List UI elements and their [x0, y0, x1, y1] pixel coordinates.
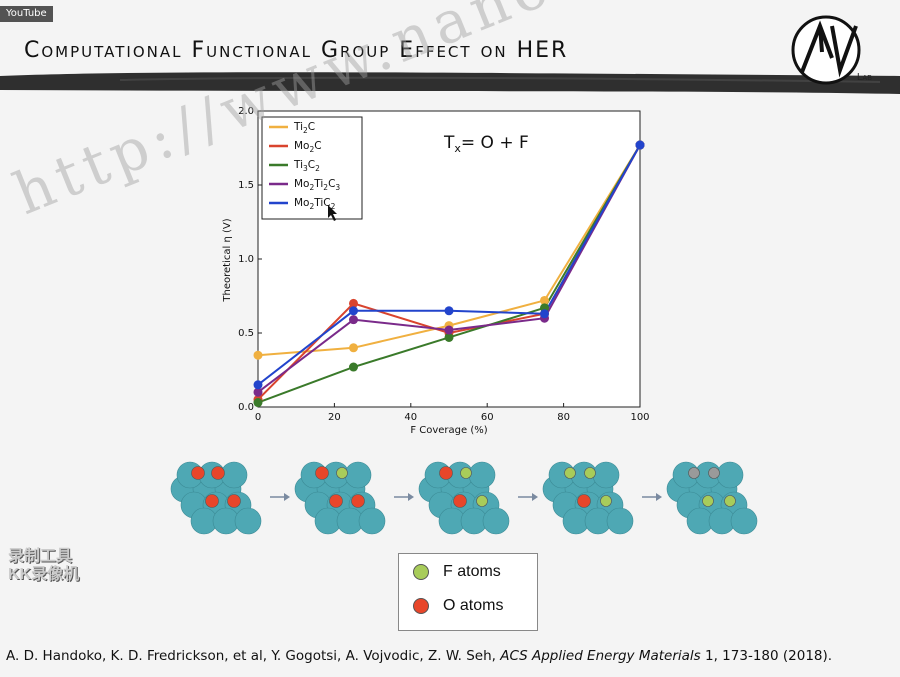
arrow-head-icon [408, 493, 414, 501]
av-lab-logo [791, 15, 861, 85]
atom-legend-label-f: F atoms [443, 563, 501, 580]
x-tick-label: 40 [404, 412, 417, 423]
adsorbate-atom [351, 494, 365, 508]
x-tick-label: 20 [328, 412, 341, 423]
surface-atom [592, 461, 620, 489]
adsorbate-atom [191, 466, 205, 480]
adsorbate-atom [329, 494, 343, 508]
adsorbate-atom [564, 467, 576, 479]
brush-stroke-divider [0, 72, 900, 94]
data-point-mo2tic2 [635, 140, 645, 150]
mouse-cursor-icon [328, 205, 337, 221]
x-tick-label: 0 [255, 412, 261, 423]
atom-legend-label-o: O atoms [443, 597, 504, 614]
y-tick-label: 0.5 [238, 328, 254, 339]
adsorbate-atom [211, 466, 225, 480]
surface-model-2 [418, 461, 510, 535]
chart-svg: 0 20 40 60 80 100 0.0 0.5 1.0 1.5 2.0 Theoretical … [222, 106, 650, 436]
adsorbate-atom [453, 494, 467, 508]
y-tick-label: 2.0 [238, 106, 254, 117]
x-tick-label: 80 [557, 412, 570, 423]
adsorbate-atom [577, 494, 591, 508]
surface-model-1 [294, 461, 386, 535]
chart-annotation: Tx= O + F [443, 133, 529, 155]
adsorbate-atom [336, 467, 348, 479]
surface-model-0 [170, 461, 262, 535]
data-point-mo2ti2c3 [349, 315, 358, 325]
legend-label-ti2c: Ti2C [293, 121, 315, 135]
youtube-badge[interactable]: YouTube [0, 6, 53, 22]
atom-legend-item-f: F atoms [413, 563, 501, 581]
legend-label-ti3c2: Ti3C2 [293, 159, 320, 173]
data-point-mo2tic2 [349, 306, 358, 316]
data-point-mo2ti2c3 [253, 387, 263, 397]
surface-model-3 [542, 461, 634, 535]
data-point-ti2c [349, 343, 358, 353]
surface-coverage-sequence [170, 461, 758, 535]
surface-atom [730, 507, 758, 535]
surface-atom [482, 507, 510, 535]
citation-authors: A. D. Handoko, K. D. Fredrickson, et al,… [6, 648, 496, 664]
y-axis-label: Theoretical η (V) [222, 218, 233, 302]
surface-atom [358, 507, 386, 535]
citation-journal: ACS Applied Energy Materials [500, 648, 701, 664]
o-atom-icon [413, 598, 429, 614]
y-tick-label: 1.0 [238, 254, 254, 265]
arrow-head-icon [532, 493, 538, 501]
recorder-watermark: 录制工具 KK录像机 [8, 548, 79, 584]
adsorbate-atom [476, 495, 488, 507]
slide-title: Computational Functional Group Effect on… [24, 38, 569, 63]
adsorbate-atom [205, 494, 219, 508]
surface-atom [468, 461, 496, 489]
legend-label-mo2c: Mo2C [294, 140, 322, 154]
adsorbate-atom [439, 466, 453, 480]
overpotential-chart: 0 20 40 60 80 100 0.0 0.5 1.0 1.5 2.0 Theoretical … [196, 100, 656, 440]
recorder-watermark-line1: 录制工具 [8, 548, 73, 565]
y-tick-label: 1.5 [238, 180, 254, 191]
f-atom-icon [413, 564, 429, 580]
chart-legend: Ti2C Mo2C Ti3C2 Mo2Ti2C3 Mo2TiC2 [261, 116, 363, 221]
adsorbate-atom [702, 495, 714, 507]
adsorbate-atom [584, 467, 596, 479]
adsorbate-atom [708, 467, 720, 479]
data-point-ti2c [540, 295, 549, 305]
recorder-watermark-line2: KK录像机 [8, 566, 80, 583]
data-point-ti2c [253, 350, 263, 360]
atom-legend: F atoms O atoms [398, 553, 538, 631]
surface-atom [344, 461, 372, 489]
arrow-head-icon [656, 493, 662, 501]
adsorbate-atom [315, 466, 329, 480]
logo-lab-text: Lab [857, 72, 872, 83]
adsorbate-atom [688, 467, 700, 479]
citation: A. D. Handoko, K. D. Fredrickson, et al,… [6, 648, 832, 664]
legend-label-mo2ti2c3: Mo2Ti2C3 [294, 178, 340, 192]
arrow-head-icon [284, 493, 290, 501]
data-point-ti3c2 [253, 398, 263, 408]
adsorbate-atom [460, 467, 472, 479]
adsorbate-atom [724, 495, 736, 507]
atom-legend-item-o: O atoms [413, 597, 503, 615]
citation-rest: 1, 173-180 (2018). [705, 648, 833, 664]
data-point-mo2ti2c3 [444, 325, 454, 335]
series-points [253, 140, 645, 408]
surface-atom [220, 461, 248, 489]
data-point-mo2c [349, 298, 358, 308]
data-point-ti3c2 [444, 332, 454, 342]
adsorbate-atom [227, 494, 241, 508]
surface-atom [606, 507, 634, 535]
adsorbate-atom [600, 495, 612, 507]
legend-label-mo2tic2: Mo2TiC2 [294, 197, 336, 211]
surface-atom [716, 461, 744, 489]
surface-atom [234, 507, 262, 535]
data-point-mo2tic2 [253, 380, 263, 390]
x-tick-label: 100 [630, 412, 649, 423]
data-point-mo2tic2 [540, 309, 549, 319]
data-point-mo2tic2 [444, 306, 454, 316]
y-tick-label: 0.0 [238, 402, 254, 413]
x-tick-label: 60 [481, 412, 494, 423]
x-axis-label: F Coverage (%) [410, 425, 487, 436]
data-point-ti3c2 [349, 362, 358, 372]
surface-model-4 [666, 461, 758, 535]
